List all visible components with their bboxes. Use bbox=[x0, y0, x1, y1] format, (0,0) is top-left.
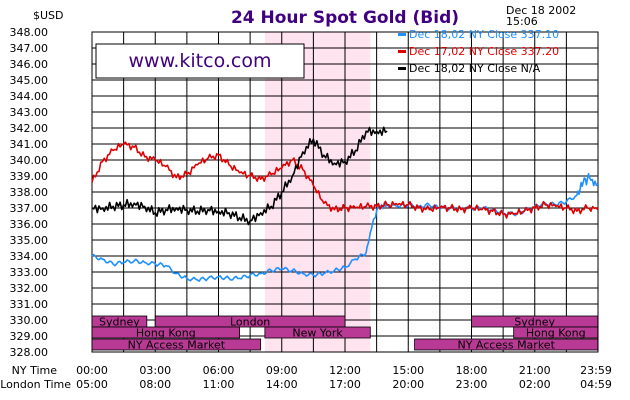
london-tick-label: 04:59 bbox=[580, 378, 612, 391]
legend-entry: Dec 18,02 NY Close 337.10 bbox=[398, 28, 559, 41]
ny-tick-label: 03:00 bbox=[139, 364, 171, 377]
y-tick-label: 335.00 bbox=[10, 234, 49, 247]
market-label: Sydney bbox=[514, 316, 555, 329]
timestamp-date: Dec 18 2002 bbox=[506, 4, 576, 17]
y-tick-label: 333.00 bbox=[10, 266, 49, 279]
y-tick-label: 343.00 bbox=[10, 106, 49, 119]
chart-title: 24 Hour Spot Gold (Bid) bbox=[231, 8, 459, 28]
series-line bbox=[91, 173, 599, 283]
market-bar bbox=[414, 338, 599, 351]
london-tick-label: 23:00 bbox=[456, 378, 488, 391]
london-tick-label: 08:00 bbox=[139, 378, 171, 391]
market-label: Hong Kong bbox=[526, 327, 586, 340]
london-tick-label: 02:00 bbox=[519, 378, 551, 391]
ny-tick-label: 21:00 bbox=[519, 364, 551, 377]
london-tick-label: 17:00 bbox=[329, 378, 361, 391]
y-axis-unit-label: $USD bbox=[33, 9, 64, 22]
market-session-bar: Hong Kong bbox=[513, 326, 599, 340]
y-tick-label: 339.00 bbox=[10, 170, 49, 183]
y-tick-label: 336.00 bbox=[10, 218, 49, 231]
legend-label: Dec 18,02 NY Close 337.10 bbox=[409, 28, 559, 41]
market-session-bar: Hong Kong bbox=[91, 326, 240, 340]
y-tick-label: 345.00 bbox=[10, 74, 49, 87]
watermark-box bbox=[95, 43, 305, 79]
market-bar bbox=[91, 338, 262, 351]
timestamp-time: 15:06 bbox=[506, 15, 538, 28]
legend: Dec 18,02 NY Close 337.10 Dec 17,02 NY Cl… bbox=[398, 28, 559, 75]
market-session-bar: London bbox=[154, 315, 346, 329]
plot-frame bbox=[91, 31, 599, 353]
market-label: NY Access Market bbox=[128, 339, 226, 352]
legend-swatch bbox=[398, 67, 406, 70]
market-session-bar: NY Access Market bbox=[91, 338, 262, 352]
y-tick-label: 331.00 bbox=[10, 298, 49, 311]
y-tick-label: 341.00 bbox=[10, 138, 49, 151]
legend-entry: Dec 18,02 NY Close N/A bbox=[398, 62, 541, 75]
market-bar bbox=[154, 315, 346, 328]
y-tick-label: 340.00 bbox=[10, 154, 49, 167]
y-tick-label: 329.00 bbox=[10, 330, 49, 343]
market-bar bbox=[264, 326, 371, 339]
y-tick-label: 334.00 bbox=[10, 250, 49, 263]
y-tick-label: 337.00 bbox=[10, 202, 49, 215]
market-label: London bbox=[230, 316, 270, 329]
ny-tick-label: 00:00 bbox=[76, 364, 108, 377]
ny-tick-label: 12:00 bbox=[329, 364, 361, 377]
market-session-bar: New York bbox=[264, 326, 371, 340]
series-line bbox=[91, 141, 599, 219]
ny-time-label: NY Time bbox=[12, 364, 58, 377]
y-tick-label: 330.00 bbox=[10, 314, 49, 327]
ny-tick-label: 15:00 bbox=[392, 364, 424, 377]
market-session-bar: NY Access Market bbox=[414, 338, 599, 352]
y-tick-label: 338.00 bbox=[10, 186, 49, 199]
london-time-label: London Time bbox=[0, 378, 71, 391]
ny-tick-label: 09:00 bbox=[266, 364, 298, 377]
y-tick-label: 328.00 bbox=[10, 346, 49, 359]
ny-tick-label: 06:00 bbox=[203, 364, 235, 377]
legend-label: Dec 18,02 NY Close N/A bbox=[409, 62, 541, 75]
legend-entry: Dec 17,02 NY Close 337.20 bbox=[398, 45, 559, 58]
legend-swatch bbox=[398, 50, 406, 53]
y-tick-label: 344.00 bbox=[10, 90, 49, 103]
y-tick-label: 348.00 bbox=[10, 26, 49, 39]
legend-label: Dec 17,02 NY Close 337.20 bbox=[409, 45, 559, 58]
market-bar bbox=[91, 326, 240, 339]
legend-swatch bbox=[398, 33, 406, 36]
london-tick-label: 20:00 bbox=[392, 378, 424, 391]
market-bar bbox=[513, 326, 599, 339]
ny-tick-label: 18:00 bbox=[456, 364, 488, 377]
market-label: New York bbox=[292, 327, 343, 340]
london-tick-label: 11:00 bbox=[203, 378, 235, 391]
market-label: Hong Kong bbox=[136, 327, 196, 340]
y-tick-label: 346.00 bbox=[10, 58, 49, 71]
london-tick-label: 14:00 bbox=[266, 378, 298, 391]
market-label: NY Access Market bbox=[457, 339, 555, 352]
london-tick-label: 05:00 bbox=[76, 378, 108, 391]
series-line bbox=[91, 126, 388, 226]
y-tick-label: 347.00 bbox=[10, 42, 49, 55]
ny-tick-label: 23:59 bbox=[580, 364, 612, 377]
y-tick-label: 332.00 bbox=[10, 282, 49, 295]
watermark-text: www.kitco.com bbox=[128, 50, 271, 72]
y-tick-label: 342.00 bbox=[10, 122, 49, 135]
market-label: Sydney bbox=[99, 316, 140, 329]
